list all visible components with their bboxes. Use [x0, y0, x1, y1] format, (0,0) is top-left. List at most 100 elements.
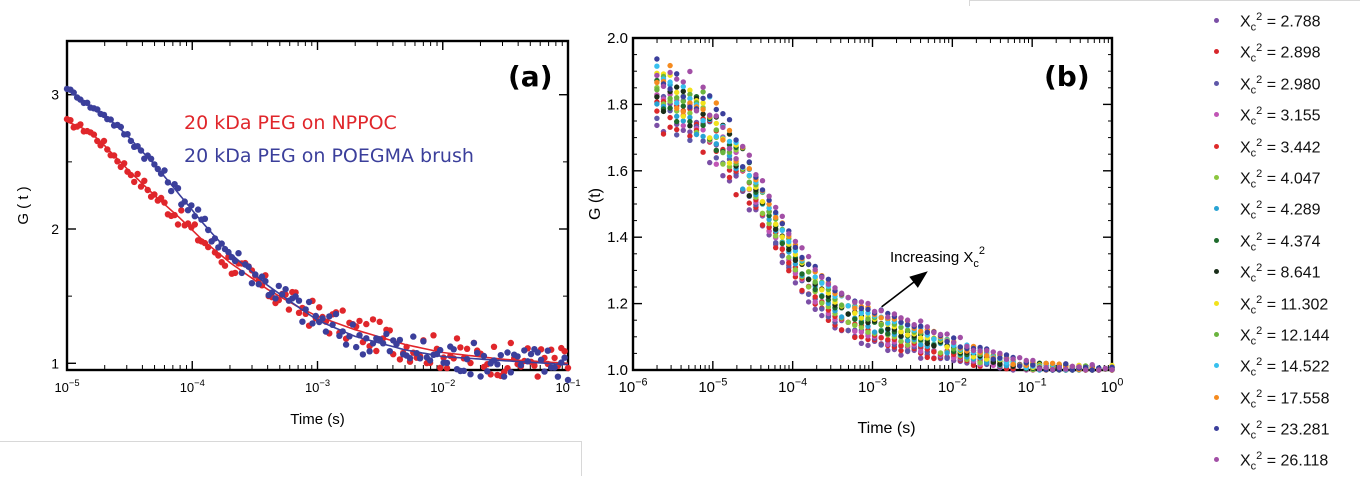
chart-b-point	[944, 355, 950, 361]
chart-b-point	[918, 323, 924, 329]
chart-b-point	[720, 149, 726, 156]
chart-b-point	[766, 216, 772, 223]
chart-b-point	[997, 361, 1003, 367]
chart-a-point	[154, 165, 161, 173]
chart-b-legend-item: Xc2 = 14.522	[1200, 353, 1358, 384]
chart-b-point	[680, 127, 686, 133]
chart-b-point	[904, 317, 911, 323]
chart-b-point	[773, 240, 779, 246]
chart-b-point	[792, 280, 799, 286]
chart-b-point	[970, 347, 977, 354]
chart-b-point	[773, 214, 779, 221]
chart-b-legend-label: Xc2 = 3.155	[1240, 105, 1321, 128]
chart-b-point	[726, 117, 733, 123]
chart-b-point	[792, 238, 799, 245]
chart-a-point	[272, 295, 279, 302]
chart-b-point	[1030, 362, 1036, 368]
chart-a-point	[121, 160, 128, 167]
chart-b-x-tick-label: 10−4	[778, 376, 807, 396]
chart-a-y-tick-label: 2	[51, 221, 59, 237]
chart-b-legend-label: Xc2 = 2.980	[1240, 73, 1321, 97]
chart-b-point	[746, 159, 752, 165]
chart-b-point	[898, 342, 904, 349]
chart-b-point	[904, 337, 911, 344]
chart-b-point	[680, 113, 686, 119]
chart-b-point	[700, 111, 706, 117]
chart-a-point	[507, 339, 514, 347]
chart-b-point	[819, 293, 825, 300]
chart-b-point	[852, 334, 858, 341]
chart-b-point	[931, 349, 937, 355]
chart-b-point	[654, 87, 660, 93]
chart-a-point	[376, 318, 383, 325]
chart-b-point	[1017, 355, 1023, 361]
chart-b-point	[687, 114, 693, 121]
chart-a-point	[97, 142, 104, 149]
chart-b-point	[746, 152, 752, 158]
chart-b-point	[1036, 366, 1043, 372]
chart-a-point	[302, 306, 309, 313]
chart-a-point	[359, 351, 367, 358]
chart-a-point	[564, 376, 572, 384]
chart-a-point	[134, 143, 141, 150]
chart-b-point	[931, 336, 937, 342]
chart-b-point	[924, 329, 930, 335]
chart-b-point	[700, 100, 706, 106]
chart-b-point	[680, 79, 686, 85]
chart-a-point	[168, 187, 175, 195]
chart-b-point	[885, 326, 891, 332]
chart-b-y-tick-label: 1.4	[607, 229, 628, 246]
chart-b-point	[838, 290, 845, 296]
chart-b-legend-item: Xc2 = 4.374	[1200, 228, 1358, 259]
chart-a-point	[541, 368, 548, 375]
chart-a-point	[342, 341, 350, 348]
chart-a-point	[174, 185, 182, 192]
chart-b-point	[924, 324, 930, 330]
chart-b-point	[700, 95, 706, 102]
chart-b-legend-item: Xc2 = 11.302	[1200, 291, 1358, 322]
chart-b-point	[1063, 361, 1069, 367]
chart-a-point	[467, 371, 474, 378]
chart-b-legend-item: Xc2 = 12.144	[1200, 322, 1358, 353]
chart-a-point	[450, 346, 457, 353]
chart-a-y-tick-label: 3	[51, 87, 59, 103]
chart-b-point	[805, 284, 812, 290]
chart-b-point	[898, 324, 904, 330]
chart-b-point	[700, 106, 706, 113]
chart-a-point	[517, 361, 525, 369]
chart-b-point	[885, 331, 891, 337]
chart-a-point	[211, 235, 219, 242]
chart-a-point	[346, 333, 353, 340]
chart-a-point	[262, 278, 269, 285]
chart-b-x-tick-label: 100	[1101, 376, 1124, 396]
chart-b-point	[726, 127, 733, 134]
chart-b-point	[674, 118, 680, 125]
chart-a-x-tick-label: 10−1	[555, 378, 580, 395]
chart-b-point	[898, 333, 904, 339]
chart-a-point	[127, 171, 135, 179]
chart-b-point	[674, 100, 680, 106]
frame-line-bottom-v	[581, 441, 582, 476]
chart-a-point	[181, 198, 188, 205]
chart-b-point	[885, 337, 891, 343]
chart-b-legend-label: Xc2 = 11.302	[1240, 293, 1329, 317]
chart-a-point	[356, 332, 363, 339]
chart-b-legend-marker	[1214, 18, 1219, 23]
frame-line-top	[969, 0, 1360, 1]
chart-a-point	[430, 332, 437, 339]
chart-b-legend-marker	[1214, 394, 1219, 400]
chart-a-point	[191, 213, 198, 220]
chart-b-legend-marker	[1214, 206, 1219, 212]
chart-b-point	[878, 322, 884, 328]
chart-a-point	[494, 361, 501, 368]
chart-b-point	[1010, 356, 1016, 362]
chart-a-point	[252, 271, 259, 278]
chart-a-point	[332, 310, 340, 318]
chart-a-x-label: Time (s)	[290, 411, 344, 428]
chart-b-point	[812, 306, 818, 312]
chart-b-point	[713, 141, 719, 147]
chart-a-point	[151, 191, 158, 198]
chart-b-point	[845, 319, 851, 325]
chart-b-point	[1102, 365, 1109, 372]
